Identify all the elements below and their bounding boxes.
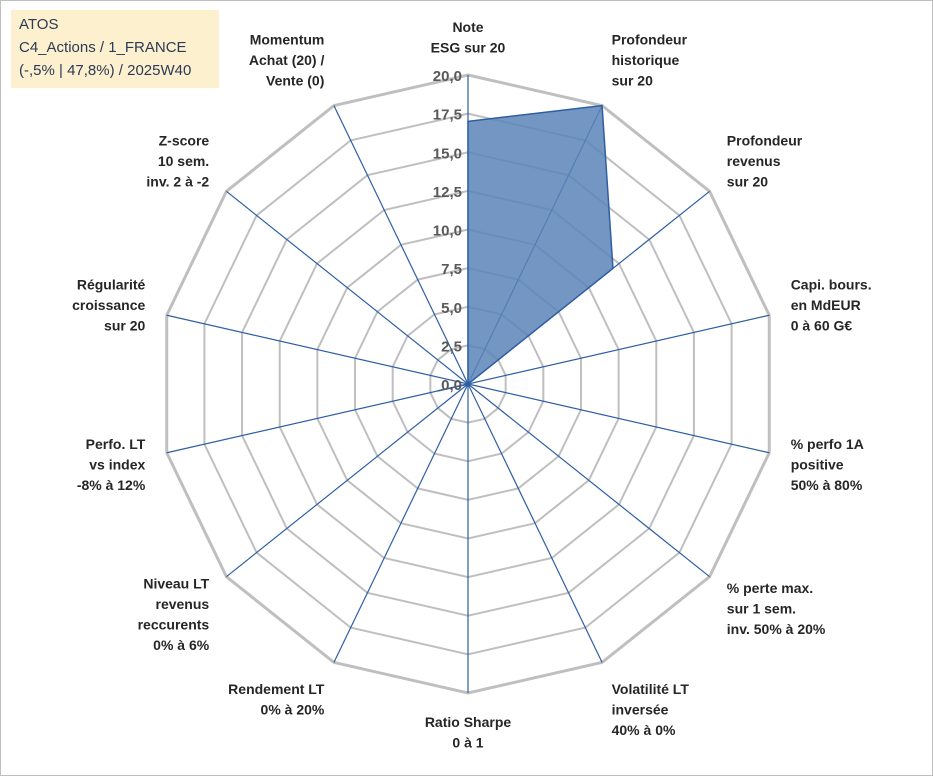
tick-label-2: 5,0 <box>441 300 462 317</box>
info-title: ATOS <box>19 16 59 33</box>
axis-label-line: Niveau LT <box>143 575 209 591</box>
tick-label-1: 2,5 <box>441 338 462 355</box>
axis-spoke-9 <box>333 383 469 663</box>
axis-label-line: % perte max. <box>727 580 813 596</box>
axis-label-10: Niveau LT revenus reccurents 0% à 6% <box>138 575 210 653</box>
axis-label-4: Capi. bours. en MdEUR 0 à 60 G€ <box>791 276 872 333</box>
axis-label-8: Ratio Sharpe 0 à 1 <box>425 714 512 751</box>
axis-label-line: Perfo. LT <box>86 436 146 452</box>
tick-label-8: 20,0 <box>433 68 462 85</box>
axis-spoke-12 <box>166 314 469 385</box>
series-area-atos <box>437 104 614 392</box>
axis-spoke-4 <box>467 314 770 385</box>
axis-label-line: sur 1 sem. <box>727 600 796 616</box>
axis-label-line: Z-score <box>159 133 210 149</box>
axis-label-line: inversée <box>612 702 669 718</box>
axis-label-line: revenus <box>156 596 210 612</box>
axis-label-line: Vente (0) <box>266 72 324 88</box>
axis-label-line: Capi. bours. <box>791 276 872 292</box>
axis-label-1: Note ESG sur 20 <box>431 19 506 56</box>
axis-label-line: 50% à 80% <box>791 477 863 493</box>
axis-label-line: reccurents <box>138 616 210 632</box>
axis-label-line: Profondeur <box>612 31 688 47</box>
axis-spoke-5 <box>467 383 770 454</box>
axis-label-line: en MdEUR <box>791 297 861 313</box>
axis-label-7: Volatilité LT inversée 40% à 0% <box>612 681 690 738</box>
axis-label-line: positive <box>791 457 844 473</box>
axis-label-6: % perte max. sur 1 sem. inv. 50% à 20% <box>727 580 826 637</box>
axis-label-line: revenus <box>727 153 781 169</box>
tick-label-6: 15,0 <box>433 145 462 162</box>
axis-label-line: inv. 50% à 20% <box>727 621 826 637</box>
axis-label-line: 40% à 0% <box>612 722 676 738</box>
axis-label-line: historique <box>612 52 680 68</box>
axis-spoke-14 <box>333 105 469 385</box>
axis-label-14: Momentum Achat (20) / Vente (0) <box>249 31 325 88</box>
axis-label-line: Volatilité LT <box>612 681 690 697</box>
axis-label-line: Ratio Sharpe <box>425 714 512 730</box>
axis-label-line: -8% à 12% <box>77 477 146 493</box>
axis-label-line: croissance <box>72 297 145 313</box>
info-box: ATOS C4_Actions / 1_FRANCE (-,5% | 47,8%… <box>11 10 219 88</box>
axis-label-5: % perfo 1A positive 50% à 80% <box>791 436 864 493</box>
tick-label-3: 7,5 <box>441 261 462 278</box>
axis-label-line: inv. 2 à -2 <box>146 174 209 190</box>
info-category: C4_Actions / 1_FRANCE <box>19 39 187 56</box>
axis-label-line: 0 à 1 <box>452 734 483 750</box>
axis-label-3: Profondeur revenus sur 20 <box>727 133 803 190</box>
axis-spoke-7 <box>467 383 603 663</box>
axis-label-line: Rendement LT <box>228 681 325 697</box>
axis-label-9: Rendement LT 0% à 20% <box>228 681 325 718</box>
axis-spoke-10 <box>226 383 469 578</box>
axis-label-line: Profondeur <box>727 133 803 149</box>
tick-label-0: 0,0 <box>441 377 462 394</box>
axis-label-13: Z-score 10 sem. inv. 2 à -2 <box>146 133 209 190</box>
axis-label-line: 10 sem. <box>158 153 209 169</box>
info-stats: (-,5% | 47,8%) / 2025W40 <box>19 62 192 79</box>
axis-label-line: ESG sur 20 <box>431 39 506 55</box>
axis-spoke-6 <box>467 383 710 578</box>
tick-label-7: 17,5 <box>433 107 462 124</box>
axis-label-line: Achat (20) / <box>249 52 325 68</box>
axis-spoke-11 <box>166 383 469 454</box>
axis-label-line: sur 20 <box>727 174 768 190</box>
tick-label-4: 10,0 <box>433 223 462 240</box>
axis-label-2: Profondeur historique sur 20 <box>612 31 688 88</box>
axis-label-line: Momentum <box>250 31 325 47</box>
axis-label-line: % perfo 1A <box>791 436 864 452</box>
axis-label-line: 0% à 6% <box>153 637 210 653</box>
axis-label-line: 0 à 60 G€ <box>791 317 853 333</box>
axis-spoke-13 <box>226 190 469 385</box>
axis-label-line: vs index <box>89 457 145 473</box>
axis-label-line: sur 20 <box>612 72 653 88</box>
tick-label-5: 12,5 <box>433 184 462 201</box>
axis-label-line: 0% à 20% <box>261 702 325 718</box>
axis-label-line: sur 20 <box>104 317 145 333</box>
axis-label-12: Régularité croissance sur 20 <box>72 276 145 333</box>
axis-label-line: Régularité <box>77 276 146 292</box>
axis-label-line: Note <box>452 19 483 35</box>
axis-label-11: Perfo. LT vs index -8% à 12% <box>77 436 146 493</box>
